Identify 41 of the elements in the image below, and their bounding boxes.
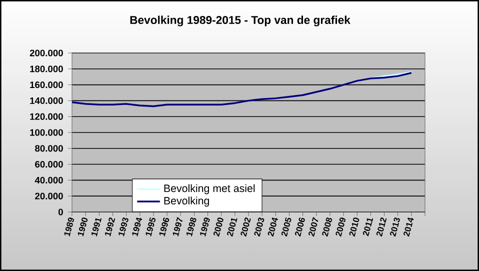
x-tick-label: 1993 <box>118 218 128 236</box>
y-tick-label: 60.000 <box>35 161 63 168</box>
chart-title: Bevolking 1989-2015 - Top van de grafiek <box>130 16 350 26</box>
x-tick-label: 1992 <box>105 218 116 236</box>
x-tick-label: 2011 <box>362 218 374 236</box>
x-tick-label: 2007 <box>308 217 318 237</box>
legend-label: Bevolking met asiel <box>164 184 255 194</box>
x-tick-label: 2008 <box>322 218 332 237</box>
x-tick-label: 2006 <box>294 218 305 237</box>
x-tick-label: 2010 <box>349 218 360 237</box>
x-tick-label: 2001 <box>227 218 238 237</box>
x-tick-label: 2000 <box>214 218 224 237</box>
x-tick-label: 2005 <box>281 217 292 237</box>
x-tick-label: 2003 <box>254 218 264 237</box>
y-tick-label: 200.000 <box>30 50 63 56</box>
y-tick-label: 40.000 <box>34 176 63 184</box>
y-tick-label: 80.000 <box>35 145 63 152</box>
y-tick-label: 180.000 <box>30 66 63 72</box>
y-tick-label: 120.000 <box>30 113 63 120</box>
x-tick-label: 1996 <box>159 218 170 236</box>
y-tick-label: 100.000 <box>30 129 63 136</box>
x-tick-label: 1994 <box>132 218 142 236</box>
y-tick-label: 0 <box>58 208 63 216</box>
x-tick-label: 1991 <box>91 218 102 236</box>
line-series <box>370 71 412 80</box>
x-tick-label: 1990 <box>78 218 88 236</box>
x-tick-label: 1989 <box>64 218 74 236</box>
x-tick-label: 1999 <box>200 218 210 236</box>
x-tick-label: 1997 <box>172 217 182 236</box>
x-tick-label: 2013 <box>390 218 400 237</box>
y-tick-label: 140.000 <box>30 97 63 104</box>
y-tick-label: 160.000 <box>30 82 63 88</box>
legend-label: Bevolking <box>164 196 209 207</box>
x-tick-label: 1998 <box>186 218 196 236</box>
x-tick-label: 2009 <box>336 218 346 237</box>
x-tick-label: 2014 <box>404 218 414 237</box>
y-tick-label: 20.000 <box>35 192 63 200</box>
x-tick-label: 2004 <box>268 218 278 237</box>
x-tick-label: 2012 <box>376 218 387 237</box>
x-tick-label: 2002 <box>240 218 251 237</box>
x-tick-label: 1995 <box>146 217 156 236</box>
